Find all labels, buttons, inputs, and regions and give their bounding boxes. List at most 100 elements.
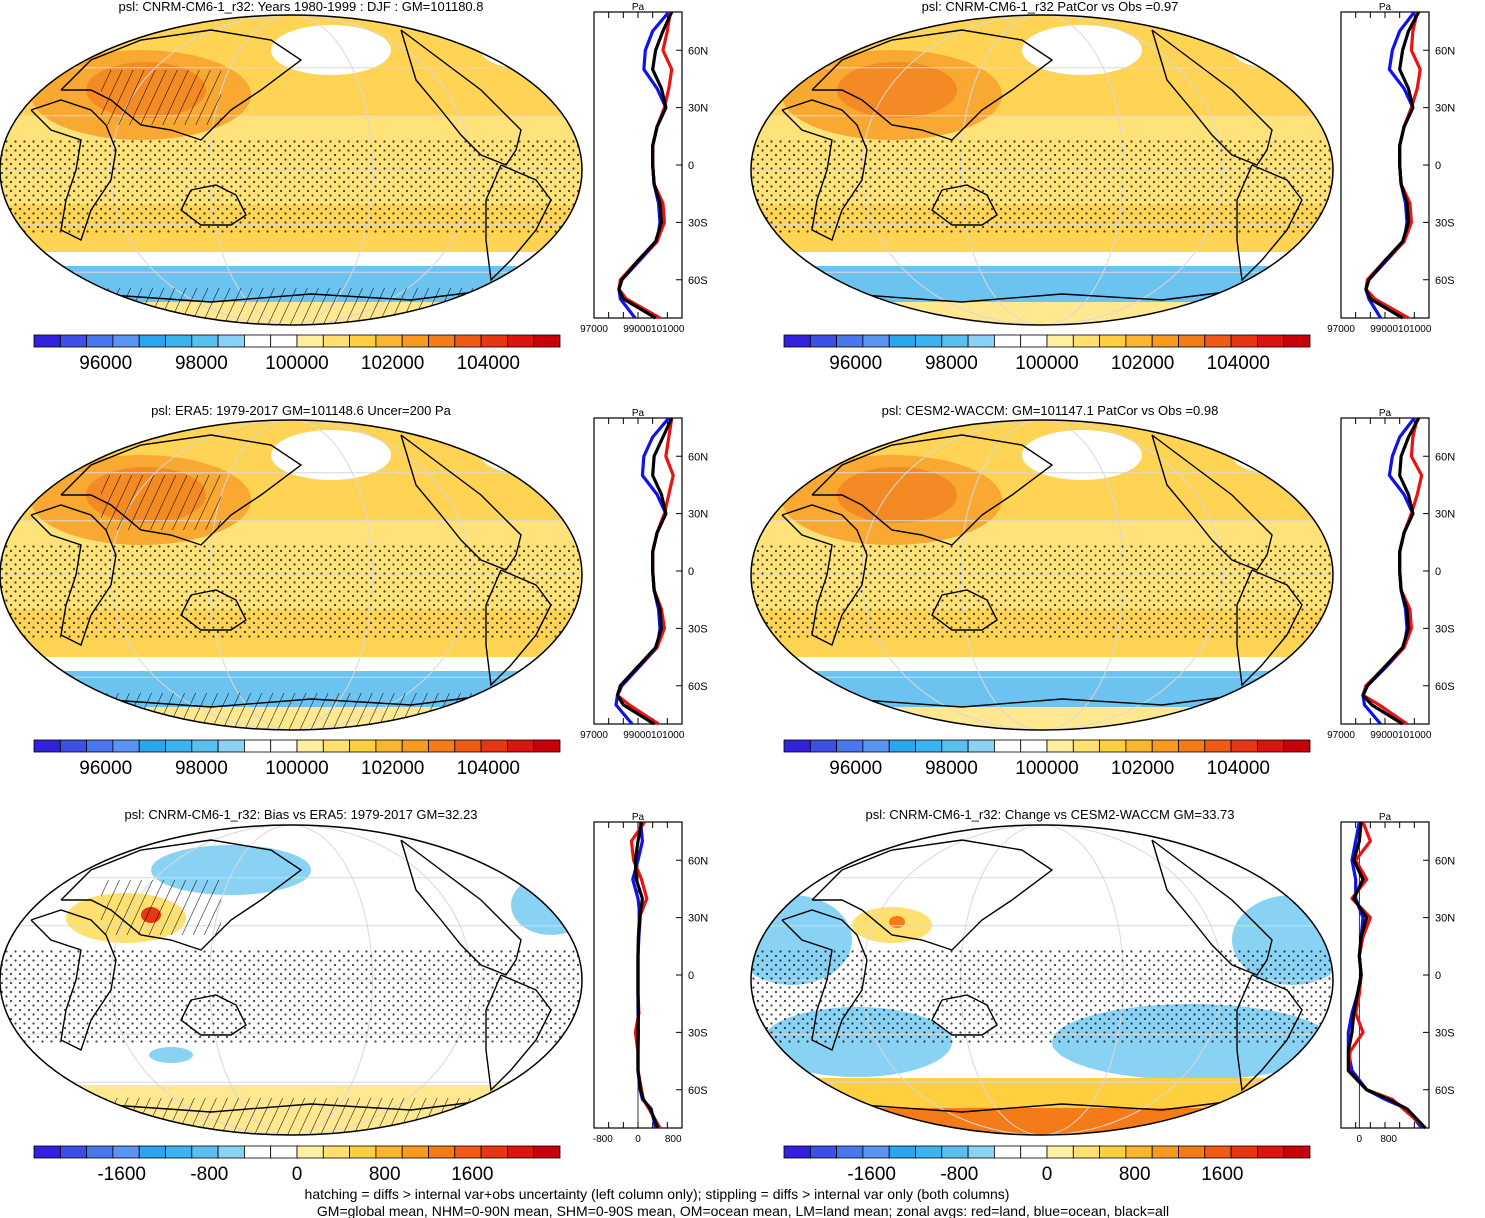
colorbar-swatch [86,1145,114,1159]
colorbar-tick-label: 96000 [829,353,882,374]
panel-title: psl: CESM2-WACCM: GM=101147.1 PatCor vs … [882,403,1219,418]
colorbar-swatch [243,1145,272,1159]
colorbar-swatch [783,1145,811,1159]
zonal-avg-all-line [615,417,674,726]
zonal-profile: Pa 60N 30N 0 30S 60S 97000 99000101000 [1327,2,1455,335]
panel-5: psl: CNRM-CM6-1_r32: Bias vs ERA5: 1979-… [0,807,708,1185]
colorbar-swatch [994,739,1022,753]
colorbar: 96000 98000 100000 102000 104000 [783,334,1311,374]
colorbar-tick-label: 104000 [1207,758,1270,779]
map-fill [0,420,582,730]
stippling [751,545,1333,640]
colorbar-swatch [1125,1145,1153,1159]
colorbar-swatch [888,334,916,348]
colorbar-swatch [217,334,245,348]
colorbar-swatch [33,1145,61,1159]
colorbar-tick-label: 98000 [175,758,228,779]
panel-4: psl: CESM2-WACCM: GM=101147.1 PatCor vs … [750,403,1455,779]
colorbar-swatch [862,1145,890,1159]
footer-line-2: GM=global mean, NHM=0-90N mean, SHM=0-90… [317,1203,1169,1218]
colorbar-tick-label: -800 [190,1164,228,1185]
colorbar-swatch [1283,739,1311,753]
colorbar-tick-label: 1600 [451,1164,493,1185]
colorbar-swatch [1046,739,1074,753]
colorbar-tick-label: 98000 [175,353,228,374]
colorbar-swatch [1046,1145,1074,1159]
colorbar-swatch [1230,739,1258,753]
colorbar-swatch [1151,739,1179,753]
hatching-asia [101,475,221,530]
colorbar-swatch [994,1145,1022,1159]
lat-tick-label: 30N [1435,913,1455,925]
colorbar: 96000 98000 100000 102000 104000 [783,739,1311,779]
lat-tick-label: 0 [1435,970,1441,982]
zonal-profile: Pa 60N 30N 0 30S 60S 0 800 [1340,812,1455,1145]
colorbar-swatch [1099,334,1127,348]
colorbar-swatch [1125,739,1153,753]
x-tick-label: 800 [1380,1134,1397,1145]
colorbar-swatch [1257,1145,1285,1159]
colorbar-swatch [165,739,193,753]
profile-unit: Pa [632,408,645,419]
lat-tick-label: 30N [688,913,708,925]
colorbar-swatch [533,1145,561,1159]
lat-tick-label: 0 [1435,160,1441,172]
colorbar-swatch [138,1145,166,1159]
colorbar-swatch [809,1145,837,1159]
colorbar-swatch [1178,1145,1206,1159]
colorbar-swatch [915,1145,943,1159]
colorbar-swatch [191,739,219,753]
panel-2: psl: CNRM-CM6-1_r32 PatCor vs Obs =0.97 9… [750,0,1455,374]
colorbar-swatch [480,739,508,753]
colorbar-swatch [165,1145,193,1159]
lat-tick-label: 60S [1435,275,1455,287]
lat-tick-label: 60N [688,45,708,57]
lat-tick-label: 30S [688,217,708,229]
lat-tick-label: 0 [688,970,694,982]
colorbar-swatch [1125,334,1153,348]
profile-unit: Pa [1379,2,1392,13]
lat-tick-label: 0 [1435,566,1441,578]
panel-title: psl: CNRM-CM6-1_r32 PatCor vs Obs =0.97 [922,0,1179,14]
colorbar: 96000 98000 100000 102000 104000 [33,739,561,779]
map-outline [0,419,583,731]
colorbar-swatch [112,1145,140,1159]
x-tick-label: -800 [593,1134,613,1145]
stippling [0,950,582,1045]
colorbar-swatch [165,334,193,348]
colorbar-swatch [783,334,811,348]
colorbar-swatch [375,1145,403,1159]
colorbar-swatch [138,739,166,753]
colorbar-swatch [1283,1145,1311,1159]
map-fill [0,825,582,1135]
colorbar-swatch [480,1145,508,1159]
colorbar-swatch [217,1145,245,1159]
colorbar-tick-label: 98000 [925,353,978,374]
colorbar-swatch [1099,739,1127,753]
colorbar-tick-label: 100000 [1015,758,1078,779]
colorbar-swatch [1283,334,1311,348]
colorbar-tick-label: 104000 [457,758,520,779]
colorbar-swatch [191,334,219,348]
colorbar-swatch [506,739,535,753]
lat-tick-label: 60N [688,451,708,463]
colorbar-swatch [941,1145,969,1159]
hatching-south [0,693,582,730]
colorbar-swatch [888,739,916,753]
stippling [0,545,582,640]
colorbar-swatch [1178,739,1206,753]
coastlines [781,434,1303,711]
panel-6: psl: CNRM-CM6-1_r32: Change vs CESM2-WAC… [750,807,1455,1185]
colorbar-tick-label: 100000 [265,353,328,374]
colorbar-swatch [349,334,377,348]
map-outline [0,824,583,1136]
lat-tick-label: 60S [688,1085,708,1097]
map-outline [750,824,1334,1136]
colorbar-swatch [967,739,995,753]
colorbar-swatch [454,1145,482,1159]
colorbar-swatch [941,334,969,348]
colorbar-swatch [454,334,482,348]
colorbar-swatch [1020,334,1048,348]
lat-tick-label: 60N [1435,451,1455,463]
colorbar-swatch [1151,1145,1179,1159]
